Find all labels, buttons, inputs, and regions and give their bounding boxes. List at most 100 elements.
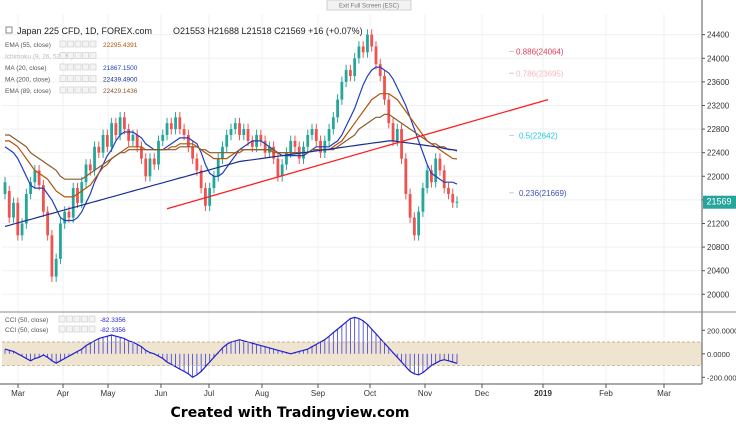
cci-value: -82.3356 xyxy=(100,317,126,324)
indicator-control-icon[interactable] xyxy=(82,86,89,94)
candle-body xyxy=(391,123,395,141)
chart-title: Japan 225 CFD, 1D, FOREX.com xyxy=(17,26,152,36)
indicator-control-icon[interactable] xyxy=(89,63,97,71)
candle-body xyxy=(344,70,348,82)
indicator-control-icon[interactable] xyxy=(67,52,74,59)
candle-body xyxy=(186,134,190,147)
candle-body xyxy=(54,258,58,277)
cci-control-icon[interactable] xyxy=(66,325,73,333)
exit-fullscreen-button[interactable] xyxy=(326,0,412,11)
cci-control-icon[interactable] xyxy=(81,325,88,333)
indicator-control-icon[interactable] xyxy=(82,40,89,48)
candle-body xyxy=(246,129,250,141)
ma-series-line xyxy=(4,66,458,222)
candle-body xyxy=(378,64,382,76)
candle-body xyxy=(366,34,369,53)
cci-legend: CCI (50, close) -82.3356 CCI (50, close) -8… xyxy=(5,315,126,334)
x-tick-label: May xyxy=(100,389,115,398)
x-tick-label: Feb xyxy=(599,389,613,398)
indicator-control-icon[interactable] xyxy=(59,86,67,94)
x-tick-label: Jun xyxy=(155,389,168,398)
cci-control-icon[interactable] xyxy=(58,315,66,323)
cci-control-icon[interactable] xyxy=(88,325,96,333)
cci-control-icon[interactable] xyxy=(73,325,81,333)
indicator-control-icon[interactable] xyxy=(59,52,67,59)
candle-body xyxy=(404,158,408,194)
x-tick-label: Nov xyxy=(418,389,432,398)
indicator-control-icon[interactable] xyxy=(74,86,82,94)
candle-body xyxy=(182,129,186,135)
indicator-control-icon[interactable] xyxy=(82,75,89,82)
indicator-control-icon[interactable] xyxy=(74,63,82,71)
indicator-control-icon[interactable] xyxy=(59,63,67,71)
indicator-control-icon[interactable] xyxy=(74,75,82,82)
indicator-control-icon[interactable] xyxy=(74,40,82,48)
cci-band xyxy=(2,342,702,366)
fib-labels: 0.886(24064) 0.786(23695) 0.5(22642) 0.236(… xyxy=(509,47,567,198)
y-tick-label: 22000 xyxy=(707,172,730,181)
cci-control-icon[interactable] xyxy=(73,315,81,323)
candle-body xyxy=(336,99,340,118)
cci-control-icon[interactable] xyxy=(66,315,73,323)
cci-tick-label: 200.0000 xyxy=(707,326,736,335)
candle-body xyxy=(412,217,416,236)
candle-body xyxy=(263,140,267,153)
indicator-label: MA (20, close) xyxy=(5,65,47,72)
indicator-control-icon[interactable] xyxy=(59,40,67,48)
indicator-value: 22295.4391 xyxy=(103,42,138,49)
candle-body xyxy=(289,140,293,153)
indicator-control-icon[interactable] xyxy=(89,86,97,94)
candle-body xyxy=(285,152,288,165)
y-tick-label: 21200 xyxy=(707,219,730,228)
indicator-control-icon[interactable] xyxy=(74,52,82,59)
candle-body xyxy=(135,134,139,147)
indicator-control-icon[interactable] xyxy=(89,40,97,48)
candle-body xyxy=(122,117,126,130)
cci-series-line xyxy=(4,316,458,379)
indicator-control-icon[interactable] xyxy=(89,75,97,82)
candle-body xyxy=(229,129,233,135)
y-tick-label: 20000 xyxy=(707,290,730,299)
candle-body xyxy=(76,188,79,203)
candle-body xyxy=(242,129,246,135)
candle-body xyxy=(250,140,254,147)
y-tick-label: 22800 xyxy=(707,125,730,134)
ohlc-readout: O21553 H21688 L21518 C21569 +16 (+0.07%) xyxy=(173,26,363,36)
indicator-value: 22429.1436 xyxy=(103,88,138,95)
x-tick-label: Dec xyxy=(475,389,489,398)
indicator-control-icon[interactable] xyxy=(82,52,89,59)
candle-body xyxy=(148,158,152,177)
candle-body xyxy=(131,134,135,141)
indicator-control-icon[interactable] xyxy=(67,86,74,94)
candle-body xyxy=(46,211,50,236)
indicator-control-icon[interactable] xyxy=(67,63,74,71)
candle-body xyxy=(370,34,374,47)
last-price-text: 21569 xyxy=(706,197,731,207)
y-tick-label: 20800 xyxy=(707,243,730,252)
candle-body xyxy=(233,123,237,130)
candle-body xyxy=(165,123,169,135)
candle-body xyxy=(63,211,67,224)
cci-line xyxy=(2,316,702,379)
indicator-control-icon[interactable] xyxy=(82,63,89,71)
candle-body xyxy=(417,211,421,236)
collapse-icon[interactable] xyxy=(5,26,13,34)
indicator-control-icon[interactable] xyxy=(59,75,67,82)
candle-body xyxy=(24,193,28,224)
candle-body xyxy=(383,75,386,100)
candle-body xyxy=(408,193,412,218)
candle-body xyxy=(293,140,297,147)
footer-credit: Created with Tradingview.com xyxy=(170,405,410,421)
cci-control-icon[interactable] xyxy=(58,325,66,333)
indicator-control-icon[interactable] xyxy=(67,75,74,82)
candle-body xyxy=(327,129,331,141)
indicator-control-icon[interactable] xyxy=(67,40,74,48)
candle-body xyxy=(178,117,182,130)
x-tick-label: 2019 xyxy=(534,389,552,398)
cci-label: CCI (50, close) xyxy=(5,317,48,324)
cci-control-icon[interactable] xyxy=(88,315,96,323)
indicator-control-icon[interactable] xyxy=(89,52,97,59)
candle-body xyxy=(71,188,75,218)
cci-control-icon[interactable] xyxy=(81,315,88,323)
